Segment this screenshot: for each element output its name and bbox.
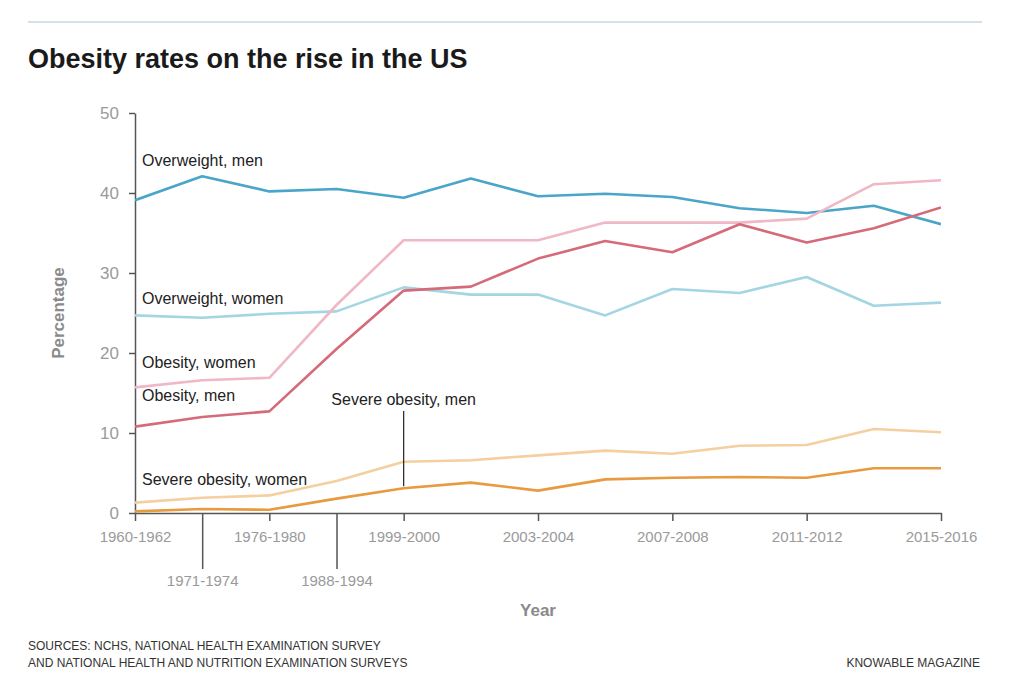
chart-title: Obesity rates on the rise in the US (28, 44, 468, 74)
x-tick-label: 1960-1962 (100, 528, 172, 545)
top-rule (28, 21, 982, 23)
x-tick: 1988-1994 (301, 513, 373, 589)
y-tick-label: 50 (100, 104, 119, 123)
credit: KNOWABLE MAGAZINE (846, 656, 980, 670)
x-axis-title: Year (520, 601, 556, 620)
chart-svg: Obesity rates on the rise in the US 0 10 20… (0, 0, 1024, 687)
x-tick-mark (806, 513, 808, 521)
x-tick: 2011-2012 (772, 513, 843, 545)
x-axis: 1960-1962 1971-1974 1976-1980 1988-1994 1999… (100, 513, 978, 589)
y-tick: 10 (100, 424, 135, 443)
series-label: Obesity, women (142, 354, 256, 371)
x-tick-mark (403, 513, 405, 521)
x-tick-label: 1976-1980 (234, 528, 306, 545)
y-tick: 0 (110, 504, 135, 523)
y-tick: 40 (100, 184, 135, 203)
series-label: Overweight, men (142, 152, 263, 169)
x-tick: 1976-1980 (234, 513, 306, 545)
source-note: SOURCES: NCHS, NATIONAL HEALTH EXAMINATI… (28, 639, 381, 653)
x-tick-label: 2015-2016 (906, 528, 978, 545)
y-tick: 20 (100, 344, 135, 363)
series-label: Severe obesity, women (142, 471, 307, 488)
x-tick-label: 1999-2000 (368, 528, 440, 545)
y-tick: 30 (100, 264, 135, 283)
series-labels: Overweight, men Overweight, women Obesity,… (142, 152, 476, 488)
y-tick-label: 40 (100, 184, 119, 203)
series-line (135, 429, 941, 503)
y-tick-mark (129, 353, 135, 355)
x-tick: 2003-2004 (503, 513, 575, 545)
x-tick-mark (269, 513, 271, 521)
x-tick: 2015-2016 (906, 513, 978, 545)
plot-area (135, 176, 941, 511)
y-tick-label: 30 (100, 264, 119, 283)
series-label: Overweight, women (142, 290, 283, 307)
series-line (135, 207, 941, 426)
series-label: Obesity, men (142, 387, 235, 404)
x-tick-label: 2011-2012 (772, 528, 843, 545)
y-tick-mark (129, 433, 135, 435)
y-axis: 0 10 20 30 40 50 (100, 104, 135, 523)
y-tick-mark (129, 113, 135, 115)
y-tick-label: 0 (110, 504, 119, 523)
y-axis-title: Percentage (49, 267, 68, 359)
y-tick-label: 10 (100, 424, 119, 443)
series-label: Severe obesity, men (331, 391, 476, 408)
series-line (135, 277, 941, 318)
x-tick: 1971-1974 (167, 513, 239, 589)
x-tick-mark (202, 513, 204, 569)
source-note: AND NATIONAL HEALTH AND NUTRITION EXAMIN… (28, 656, 407, 670)
x-tick-mark (135, 513, 137, 521)
series-line (135, 176, 941, 224)
x-tick-label: 2007-2008 (637, 528, 709, 545)
x-tick-mark (538, 513, 540, 521)
chart-container: Obesity rates on the rise in the US 0 10 20… (0, 0, 1024, 687)
x-tick-label: 1988-1994 (301, 572, 373, 589)
leader-line (403, 411, 404, 486)
y-tick-label: 20 (100, 344, 119, 363)
y-tick: 50 (100, 104, 135, 123)
series-line (135, 180, 941, 387)
x-tick-mark (336, 513, 338, 569)
x-tick: 1999-2000 (368, 513, 440, 545)
x-tick-mark (941, 513, 943, 521)
y-tick-mark (129, 513, 135, 515)
x-tick: 2007-2008 (637, 513, 709, 545)
x-tick-label: 1971-1974 (167, 572, 239, 589)
x-tick-label: 2003-2004 (503, 528, 575, 545)
x-tick-mark (672, 513, 674, 521)
y-tick-mark (129, 273, 135, 275)
x-tick: 1960-1962 (100, 513, 172, 545)
y-axis-line (135, 114, 137, 514)
y-tick-mark (129, 193, 135, 195)
series-line (135, 468, 941, 511)
